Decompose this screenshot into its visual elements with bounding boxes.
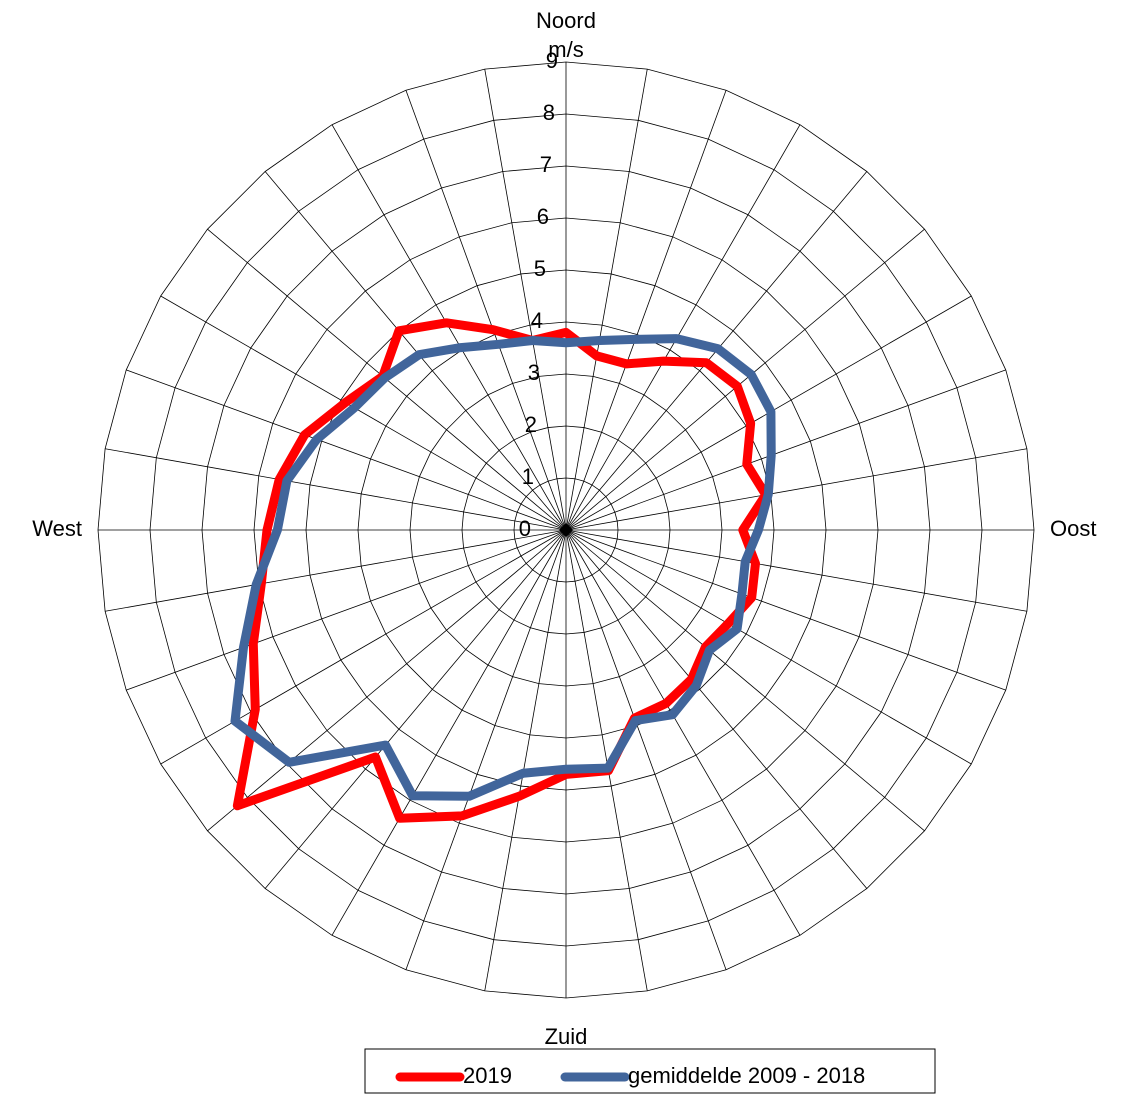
spoke (405, 90, 567, 531)
legend-label: gemiddelde 2009 - 2018 (628, 1063, 865, 1088)
r-tick-label: 7 (540, 152, 552, 177)
r-tick-label: 4 (531, 308, 543, 333)
r-tick-label: 8 (543, 100, 555, 125)
spoke (160, 295, 567, 531)
r-tick-label: 1 (522, 464, 534, 489)
spoke (565, 90, 727, 531)
spoke (126, 369, 567, 531)
spoke (565, 529, 925, 832)
spoke (565, 529, 1027, 612)
direction-label: West (32, 516, 82, 541)
r-tick-label: 3 (528, 360, 540, 385)
spoke (565, 369, 1006, 531)
spoke (105, 448, 567, 531)
series-line (232, 318, 771, 823)
spoke (565, 529, 648, 991)
r-tick-label: 0 (519, 516, 531, 541)
spoke (565, 529, 868, 889)
direction-label: Noord (536, 8, 596, 33)
spoke (405, 529, 567, 970)
spoke (565, 228, 925, 531)
spoke (331, 529, 567, 936)
r-tick-label: 5 (534, 256, 546, 281)
r-tick-label: 2 (525, 412, 537, 437)
spoke (160, 529, 567, 765)
legend-label: 2019 (463, 1063, 512, 1088)
spoke (264, 171, 567, 531)
spoke (565, 124, 801, 531)
spoke (264, 529, 567, 889)
center-marker (559, 523, 573, 537)
spoke (484, 69, 567, 531)
spoke (565, 529, 727, 970)
r-tick-label: 9 (546, 48, 558, 73)
spoke (126, 529, 567, 691)
spoke (484, 529, 567, 991)
direction-label: Zuid (545, 1024, 588, 1049)
spoke (565, 529, 1006, 691)
axis-unit: m/s (548, 37, 583, 62)
series-line (230, 334, 776, 801)
legend-box (364, 1048, 936, 1094)
spoke (207, 529, 567, 832)
spoke (565, 69, 648, 531)
spoke (565, 529, 801, 936)
spoke (105, 529, 567, 612)
spoke (565, 448, 1027, 531)
spoke (565, 529, 972, 765)
direction-label: Oost (1050, 516, 1096, 541)
r-tick-label: 6 (537, 204, 549, 229)
